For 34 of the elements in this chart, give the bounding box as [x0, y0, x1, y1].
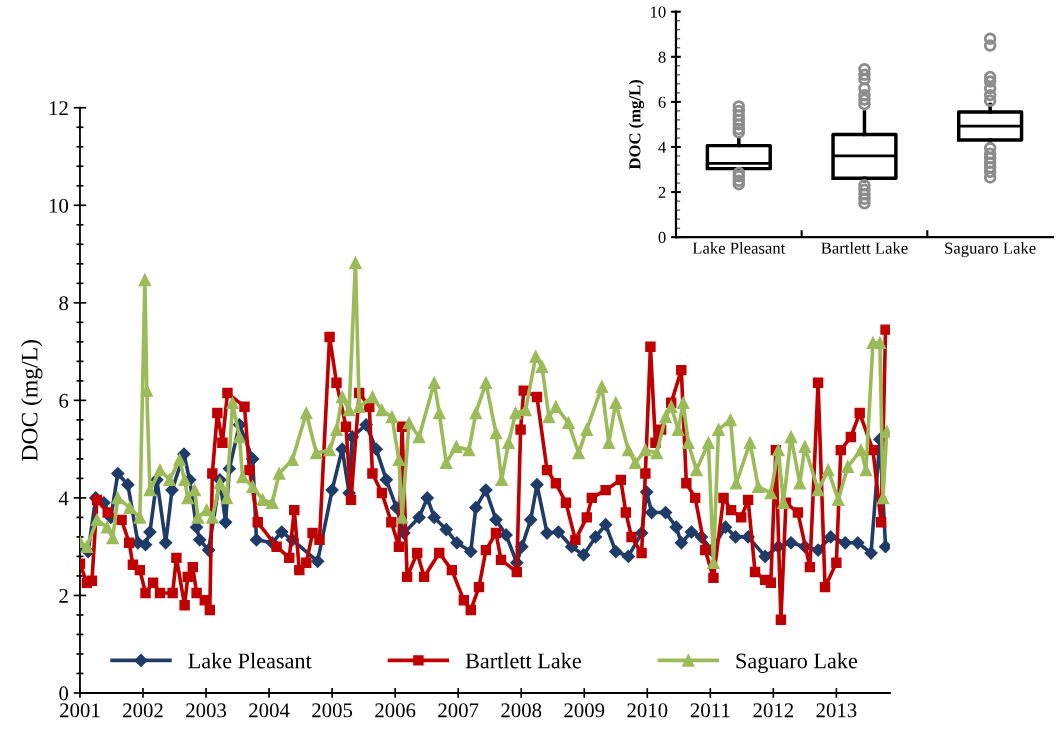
x-tick-label: 2008	[501, 703, 542, 718]
x-tick-label: 2006	[375, 703, 416, 718]
x-tick-label: 2003	[186, 703, 227, 718]
x-tick-label: 2005	[312, 703, 353, 718]
x-tick-label: 2010	[627, 703, 668, 718]
y-tick-label: 10	[651, 6, 666, 18]
x-tick-label: 2001	[60, 703, 100, 718]
x-tick-label: Lake Pleasant	[692, 242, 786, 254]
y-tick-label: 2	[59, 588, 68, 603]
y-tick-label: 8	[59, 296, 69, 311]
x-tick-label: 2004	[249, 703, 290, 718]
y-tick-label: 6	[658, 96, 666, 108]
y-tick-label: 0	[658, 231, 666, 244]
x-tick-label: Saguaro Lake	[945, 242, 1036, 258]
x-tick-label: Bartlett Lake	[821, 242, 908, 254]
y-tick-label: 0	[59, 686, 69, 701]
y-tick-label: 2	[658, 186, 666, 198]
x-tick-label: 2009	[564, 703, 605, 718]
y-axis-title: DOC (mg/L)	[628, 80, 645, 170]
y-tick-label: 8	[658, 51, 666, 63]
y-tick-label: 4	[58, 491, 69, 506]
x-tick-label: 2011	[690, 703, 730, 718]
y-tick-label: 6	[59, 393, 69, 408]
legend-label: Lake Pleasant	[188, 652, 312, 669]
y-axis-title: DOC (mg/L)	[20, 340, 43, 461]
x-tick-label: 2012	[753, 703, 794, 718]
y-tick-label: 12	[49, 101, 68, 115]
x-tick-label: 2013	[816, 703, 857, 718]
legend-label: Bartlett Lake	[465, 652, 581, 669]
x-tick-label: 2002	[123, 703, 163, 718]
legend-label: Saguaro Lake	[736, 652, 858, 673]
y-tick-label: 10	[49, 198, 69, 213]
y-tick-label: 4	[658, 141, 666, 153]
x-tick-label: 2007	[438, 703, 479, 718]
